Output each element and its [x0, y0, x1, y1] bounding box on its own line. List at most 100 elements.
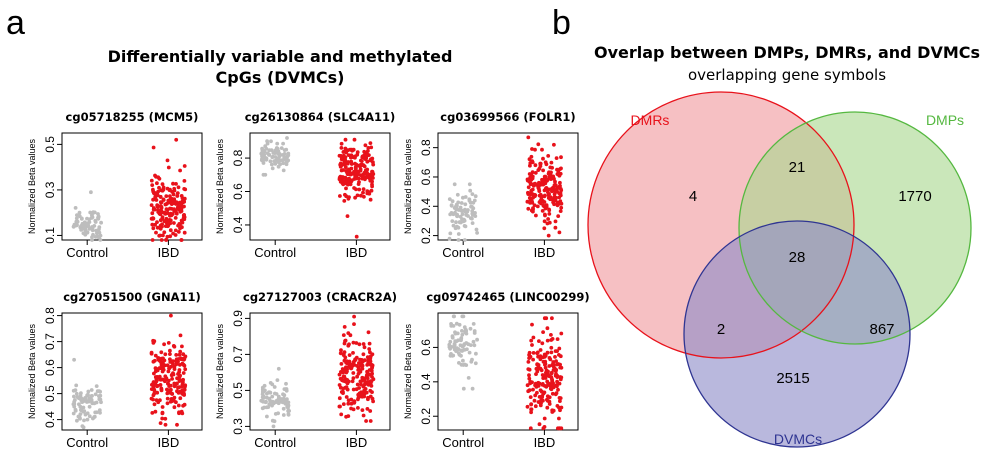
- plot-5-ibd-point: [346, 401, 351, 406]
- plot-6-control-point: [470, 386, 475, 391]
- plot-4-control-point: [74, 383, 79, 388]
- plot-1-control-point: [90, 238, 94, 242]
- plot-1-control-point: [74, 216, 79, 221]
- plot-4-ibd-point: [157, 366, 162, 370]
- plot-3-ibd-point: [545, 177, 550, 182]
- plot-1-ibd-point: [171, 231, 176, 236]
- plot-2-control-point: [261, 158, 266, 162]
- plot-6-ibd-point: [551, 362, 556, 367]
- plot-6-ibd-point: [557, 396, 562, 400]
- plot-6-control-point: [472, 331, 477, 335]
- plot-4-ibd-point: [181, 352, 186, 357]
- plot-2-ibd-point: [343, 192, 347, 197]
- plot-3-ibd-point: [555, 167, 559, 172]
- plot-3-ibd-point: [546, 233, 551, 238]
- plot-5-control-point: [276, 366, 281, 371]
- plot-3-ibd-point: [535, 204, 540, 209]
- plot-1-ibd-point: [155, 225, 160, 230]
- plot-2-control-point: [284, 147, 289, 152]
- plot-4-ibd-point: [178, 333, 183, 338]
- plot-5-ibd-point: [360, 375, 365, 380]
- plot-2-ibd-point: [339, 141, 344, 146]
- plot-3-ibd-point: [542, 226, 547, 231]
- plot-3-control-point: [472, 198, 477, 203]
- plot-4-ibd-point: [168, 352, 172, 356]
- plot-5-ibd-point: [359, 379, 364, 383]
- plot-6-ibd-point: [554, 368, 559, 372]
- plot-1-ibd-point: [173, 216, 178, 220]
- plot-1-control-point: [93, 220, 98, 224]
- plot-2-control-point: [270, 166, 275, 171]
- plot-1-ibd-point: [173, 228, 178, 233]
- plot-2-ibd-point: [343, 158, 348, 163]
- plot-2-xtick-label: Control: [254, 245, 296, 260]
- plot-2-ibd-point: [349, 155, 353, 160]
- venn-region-dmps-dvmcs: 867: [869, 321, 894, 338]
- plot-5-ibd-point: [339, 412, 344, 417]
- plot-1-ibd-point: [172, 221, 176, 225]
- plot-3-control-point: [470, 221, 475, 226]
- plot-4-ibd-point: [178, 349, 183, 354]
- plot-4-ibd-point: [180, 344, 184, 349]
- plot-2-ibd-point: [346, 148, 350, 153]
- plot-2-ibd-point: [348, 182, 353, 187]
- plot-6-ibd-point: [545, 405, 550, 410]
- plot-1-ibd-point: [158, 195, 163, 199]
- plot-4-control-point: [79, 391, 83, 396]
- plot-2-ibd-point: [347, 167, 351, 172]
- plot-4-ibd-point: [166, 388, 170, 393]
- plot-5-ibd-point: [341, 386, 345, 391]
- plot-1-ibd-point: [154, 230, 158, 235]
- plot-2-control-point: [261, 172, 266, 177]
- plot-6-ibd-point: [527, 373, 531, 378]
- plot-2-ibd-point: [342, 181, 347, 186]
- plot-1-ibd-point: [156, 189, 161, 194]
- plot-2-ibd-point: [364, 156, 369, 161]
- plot-3-ibd-point: [547, 212, 552, 216]
- plot-1-frame: [61, 132, 203, 241]
- plot-1-ibd-point: [150, 183, 155, 188]
- plot-1-ibd-point: [172, 209, 177, 213]
- plot-6-control-point: [448, 346, 452, 351]
- plot-6-ibd-point: [543, 365, 548, 370]
- plot-3-control-point: [459, 201, 464, 205]
- plot-3-ibd-point: [557, 201, 562, 206]
- plot-5-ibd-point: [356, 406, 360, 410]
- plot-4-ibd-point: [174, 353, 179, 357]
- plot-2-control-point: [275, 146, 280, 151]
- plot-3-ibd-point: [526, 190, 530, 195]
- plot-3-control-point: [467, 182, 472, 187]
- plot-4-ibd-point: [158, 398, 162, 403]
- plot-5-xtick-label: IBD: [346, 435, 368, 449]
- plot-6-ibd-point: [548, 357, 553, 362]
- plot-5-ibd-point: [343, 355, 348, 360]
- plot-1-ibd-point: [175, 194, 180, 198]
- plot-3-ibd-point: [539, 182, 544, 187]
- plot-6-control-point: [464, 329, 469, 333]
- plot-5-ibd-point: [360, 408, 365, 412]
- plot-6-ibd-point: [550, 410, 555, 414]
- plot-4-ibd-point: [181, 371, 186, 375]
- plot-6-ibd-point: [528, 426, 533, 431]
- plot-1-ibd-point: [159, 200, 164, 205]
- plot-5-control-point: [259, 398, 264, 403]
- plot-1-ibd-point: [168, 234, 173, 239]
- plot-6-ibd-point: [554, 359, 558, 363]
- plot-6-ibd-point: [530, 343, 534, 347]
- plot-2-ibd-point: [359, 163, 364, 168]
- plot-4-control-point: [79, 408, 83, 412]
- plot-4-control-point: [86, 392, 90, 397]
- plot-4-control-point: [89, 399, 94, 403]
- plot-5-ibd-point: [365, 363, 370, 367]
- plot-3-control-point: [449, 203, 454, 208]
- plot-5-ibd-point: [350, 379, 355, 384]
- plot-3-ibd-point: [536, 142, 541, 147]
- plot-3-ibd-point: [558, 180, 562, 185]
- plot-4-control-point: [98, 397, 103, 402]
- plot-6-ibd-point: [555, 379, 559, 384]
- plot-1-ibd-point: [178, 209, 183, 214]
- plot-2-ibd-point: [352, 137, 357, 142]
- plot-4-control-point: [80, 424, 85, 428]
- plot-4-ibd-point: [163, 416, 168, 421]
- plot-6-ibd-point: [525, 404, 530, 409]
